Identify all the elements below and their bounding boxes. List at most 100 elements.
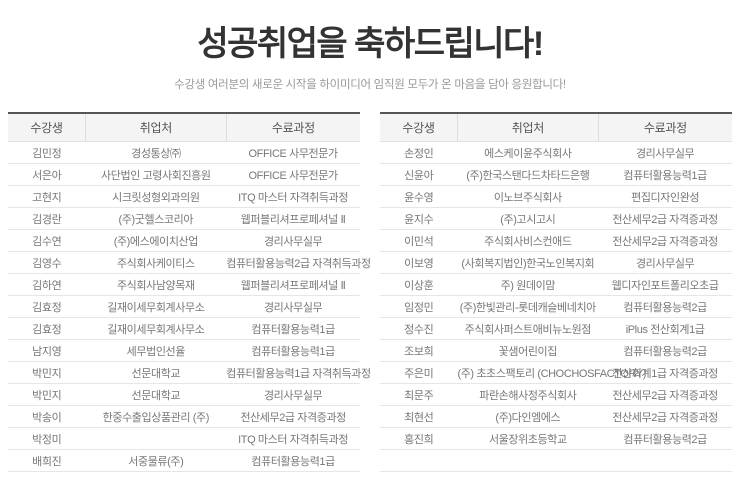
course-cell: 경리사무실무 (226, 295, 360, 319)
employer-cell: 경성통상㈜ (85, 141, 227, 165)
course-cell: 컴퓨터활용능력2급 (598, 339, 732, 363)
table-row: 윤지수 (주)고시고시 전산세무2급 자격증과정 (380, 207, 732, 231)
student-cell: 신윤아 (380, 163, 458, 187)
employer-cell: 주식회사케이티스 (85, 251, 227, 275)
table-row: 김경란 (주)굿헬스코리아 웹퍼블리셔프로페셔널 Ⅱ (8, 207, 360, 231)
employer-cell: (주) 초초스팩토리 (CHOCHOSFACTORY) (457, 361, 646, 385)
course-cell: 전산세무2급 자격증과정 (598, 383, 732, 407)
employer-cell (457, 449, 599, 473)
table-row: 김효정 길재이세무회계사무소 경리사무실무 (8, 295, 360, 319)
course-cell: 웹퍼블리셔프로페셔널 Ⅱ (226, 273, 360, 297)
table-row: 이상훈 주) 원데이맘 웹디자인포트폴리오초급 (380, 273, 732, 297)
student-cell: 김경란 (8, 207, 86, 231)
employer-cell: 세무법인선율 (85, 339, 227, 363)
course-cell: 컴퓨터활용능력2급 자격취득과정 (226, 251, 371, 275)
student-cell: 김효정 (8, 317, 86, 341)
table-row: 박송이 한중수출입상품관리 (주) 전산세무2급 자격증과정 (8, 405, 360, 429)
employer-cell: 선문대학교 (85, 361, 227, 385)
employer-cell: (주)다인엠에스 (457, 405, 599, 429)
course-cell (598, 449, 732, 473)
course-cell: 경리사무실무 (226, 229, 360, 253)
table-row: 최문주 파란손해사정주식회사 전산세무2급 자격증과정 (380, 383, 732, 407)
column-header-student: 수강생 (380, 113, 458, 143)
course-cell: 컴퓨터활용능력1급 (226, 339, 360, 363)
employer-cell: 주식회사남양목재 (85, 273, 227, 297)
student-cell: 고현지 (8, 185, 86, 209)
table-row: 김영수 주식회사케이티스 컴퓨터활용능력2급 자격취득과정 (8, 251, 371, 275)
table-row: 김민정 경성통상㈜ OFFICE 사무전문가 (8, 141, 360, 165)
course-cell: 전산세무2급 자격증과정 (226, 405, 360, 429)
course-cell: 컴퓨터활용능력2급 (598, 427, 732, 451)
employer-cell: 이노브주식회사 (457, 185, 599, 209)
student-cell: 이보영 (380, 251, 458, 275)
employer-cell (85, 427, 227, 451)
course-cell: 컴퓨터활용능력1급 (226, 317, 360, 341)
table-header-row: 수강생 취업처 수료과정 (8, 113, 360, 143)
column-header-student: 수강생 (8, 113, 86, 143)
table-header-row: 수강생 취업처 수료과정 (380, 113, 732, 143)
course-cell: 전산세무2급 자격증과정 (598, 405, 732, 429)
student-cell: 박정미 (8, 427, 86, 451)
table-row: 김수연 (주)에스에이치산업 경리사무실무 (8, 229, 360, 253)
course-cell: 컴퓨터활용능력2급 (598, 295, 732, 319)
course-cell: 웹디자인포트폴리오초급 (598, 273, 732, 297)
employer-cell: 선문대학교 (85, 383, 227, 407)
student-cell: 남지영 (8, 339, 86, 363)
student-cell: 최현선 (380, 405, 458, 429)
employer-cell: 꽃샘어린이집 (457, 339, 599, 363)
student-cell: 윤지수 (380, 207, 458, 231)
employer-cell: 주) 원데이맘 (457, 273, 599, 297)
student-cell: 정수진 (380, 317, 458, 341)
employer-cell: (주)한빛관리-롯데캐슬베네치아 (457, 295, 599, 319)
table-row: 이민석 주식회사비스컨애드 전산세무2급 자격증과정 (380, 229, 732, 253)
course-cell: OFFICE 사무전문가 (226, 141, 360, 165)
student-cell: 김영수 (8, 251, 86, 275)
hero-section: 성공취업을 축하드립니다! 수강생 여러분의 새로운 시작을 하이미디어 임직원… (0, 0, 740, 92)
table-row: 김하연 주식회사남양목재 웹퍼블리셔프로페셔널 Ⅱ (8, 273, 360, 297)
course-cell: iPlus 전산회계1급 (598, 317, 732, 341)
table-row: 박민지 선문대학교 컴퓨터활용능력1급 자격취득과정 (8, 361, 371, 385)
student-cell: 이민석 (380, 229, 458, 253)
table-row: 박민지 선문대학교 경리사무실무 (8, 383, 360, 407)
student-cell: 박민지 (8, 383, 86, 407)
table-row: 윤수영 이노브주식회사 편집디자인완성 (380, 185, 732, 209)
course-cell: 웹퍼블리셔프로페셔널 Ⅱ (226, 207, 360, 231)
student-cell: 배희진 (8, 449, 86, 473)
student-cell: 박송이 (8, 405, 86, 429)
column-header-course: 수료과정 (225, 113, 360, 143)
employer-cell: (주)고시고시 (457, 207, 599, 231)
employer-cell: 시크릿성형외과의원 (85, 185, 227, 209)
table-row: 이보영 (사회복지법인)한국노인복지회 경리사무실무 (380, 251, 732, 275)
employer-cell: 주식회사비스컨애드 (457, 229, 599, 253)
course-cell: 컴퓨터활용능력1급 (598, 163, 732, 187)
table-row: 김효정 길재이세무회계사무소 컴퓨터활용능력1급 (8, 317, 360, 341)
student-cell: 손정인 (380, 141, 458, 165)
table-row: 서은아 사단법인 고령사회진흥원 OFFICE 사무전문가 (8, 163, 360, 187)
course-cell: 경리사무실무 (598, 141, 732, 165)
table-row: 남지영 세무법인선율 컴퓨터활용능력1급 (8, 339, 360, 363)
table-row: 정수진 주식회사퍼스트애비뉴노원점 iPlus 전산회계1급 (380, 317, 732, 341)
employer-cell: 주식회사퍼스트애비뉴노원점 (457, 317, 599, 341)
student-cell: 임정민 (380, 295, 458, 319)
student-cell: 최문주 (380, 383, 458, 407)
student-cell: 주은미 (380, 361, 458, 385)
employer-cell: (주)에스에이치산업 (85, 229, 227, 253)
student-cell: 박민지 (8, 361, 86, 385)
course-cell: 전산세무2급 자격증과정 (598, 207, 732, 231)
course-cell: 컴퓨터활용능력1급 (226, 449, 360, 473)
employment-table-left: 수강생 취업처 수료과정 김민정 경성통상㈜ OFFICE 사무전문가 서은아 (8, 112, 371, 473)
table-row: 주은미 (주) 초초스팩토리 (CHOCHOSFACTORY) 전산회계1급 자… (380, 361, 732, 385)
student-cell: 김하연 (8, 273, 86, 297)
employer-cell: 에스케이윤주식회사 (457, 141, 599, 165)
table-row: 홍진희 서울장위초등학교 컴퓨터활용능력2급 (380, 427, 732, 451)
course-cell: 경리사무실무 (226, 383, 360, 407)
column-header-course: 수료과정 (597, 113, 732, 143)
course-cell: 컴퓨터활용능력1급 자격취득과정 (226, 361, 371, 385)
student-cell: 이상훈 (380, 273, 458, 297)
employment-tables: 수강생 취업처 수료과정 김민정 경성통상㈜ OFFICE 사무전문가 서은아 (0, 112, 740, 473)
table-row: 최현선 (주)다인엠에스 전산세무2급 자격증과정 (380, 405, 732, 429)
column-header-employer: 취업처 (84, 113, 227, 143)
employer-cell: (주)굿헬스코리아 (85, 207, 227, 231)
employer-cell: (주)한국스탠다드차타드은행 (457, 163, 599, 187)
